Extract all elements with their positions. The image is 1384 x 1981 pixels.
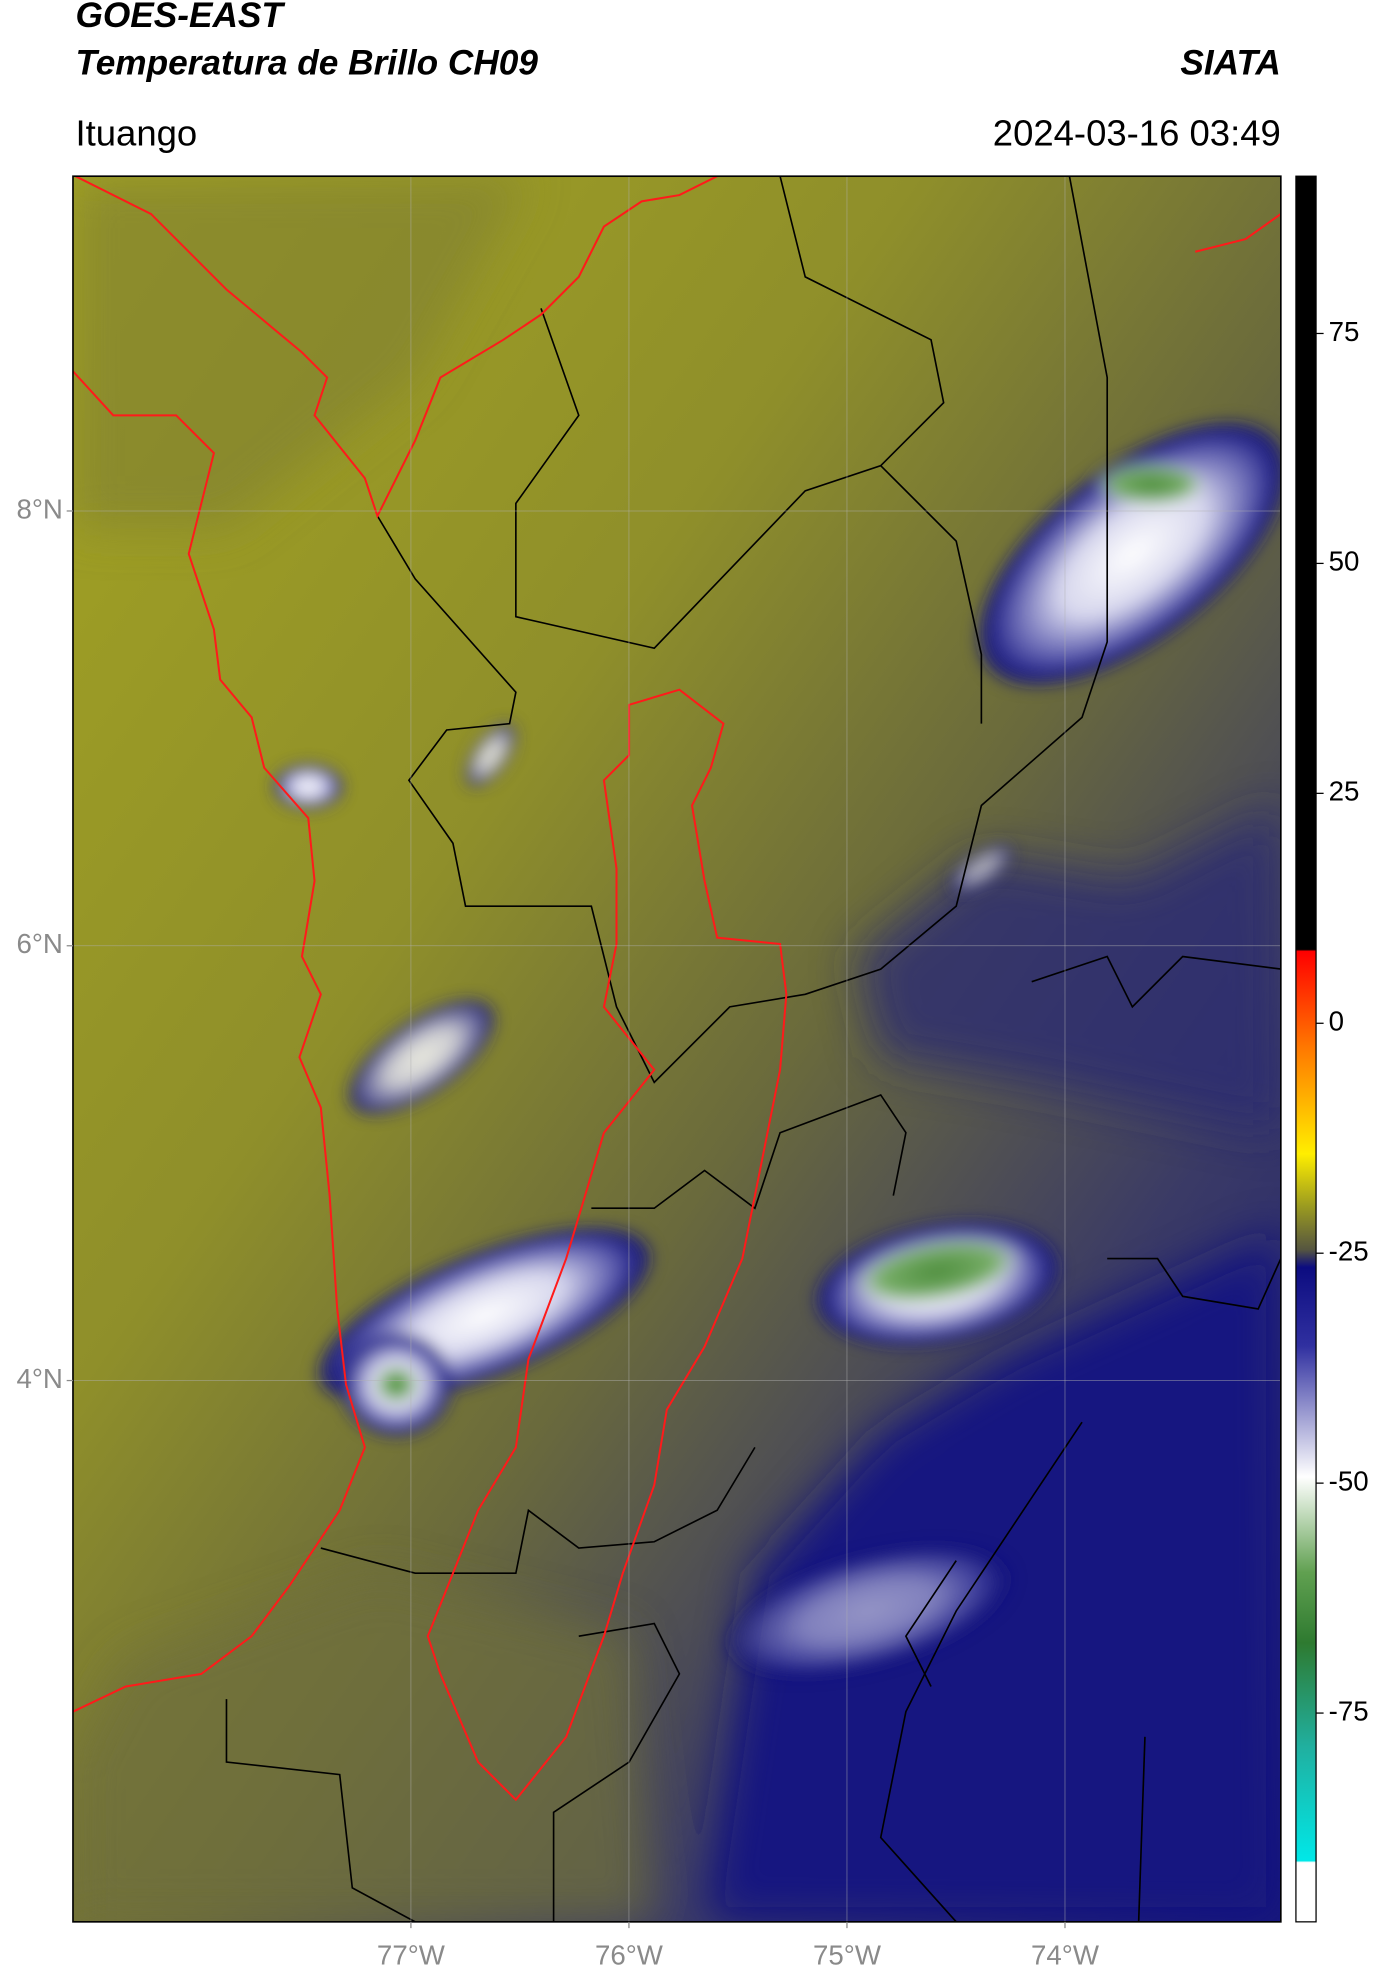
colorbar-tick-label: 25	[1329, 776, 1360, 807]
colorbar-tick-label: -25	[1329, 1236, 1369, 1267]
source: SIATA	[1180, 44, 1280, 83]
title: GOES-EAST	[75, 0, 285, 35]
colorbar-tick-label: 0	[1329, 1006, 1344, 1037]
x-tick-label: 75°W	[813, 1939, 882, 1970]
map-frame	[72, 175, 1282, 1923]
clouds	[273, 418, 1281, 1679]
colorbar-tick-label: -50	[1329, 1465, 1369, 1496]
grid	[72, 176, 1281, 1922]
colorbar-tick-label: -75	[1329, 1695, 1369, 1726]
x-tick-label: 74°W	[1031, 1939, 1100, 1970]
borders	[72, 176, 1281, 1802]
subtitle: Temperatura de Brillo CH09	[75, 44, 538, 83]
map	[72, 176, 1281, 1922]
y-tick-label: 8°N	[16, 493, 62, 524]
colorbar-tick-label: 75	[1329, 316, 1360, 347]
datetime: 2024-03-16 03:49	[993, 113, 1281, 154]
colorbar	[1295, 175, 1317, 1923]
y-tick-label: 6°N	[16, 928, 62, 959]
x-tick-label: 77°W	[377, 1939, 446, 1970]
colorbar-tick-label: 50	[1329, 546, 1360, 577]
x-tick-label: 76°W	[595, 1939, 664, 1970]
y-tick-label: 4°N	[16, 1363, 62, 1394]
location: Ituango	[75, 113, 197, 154]
